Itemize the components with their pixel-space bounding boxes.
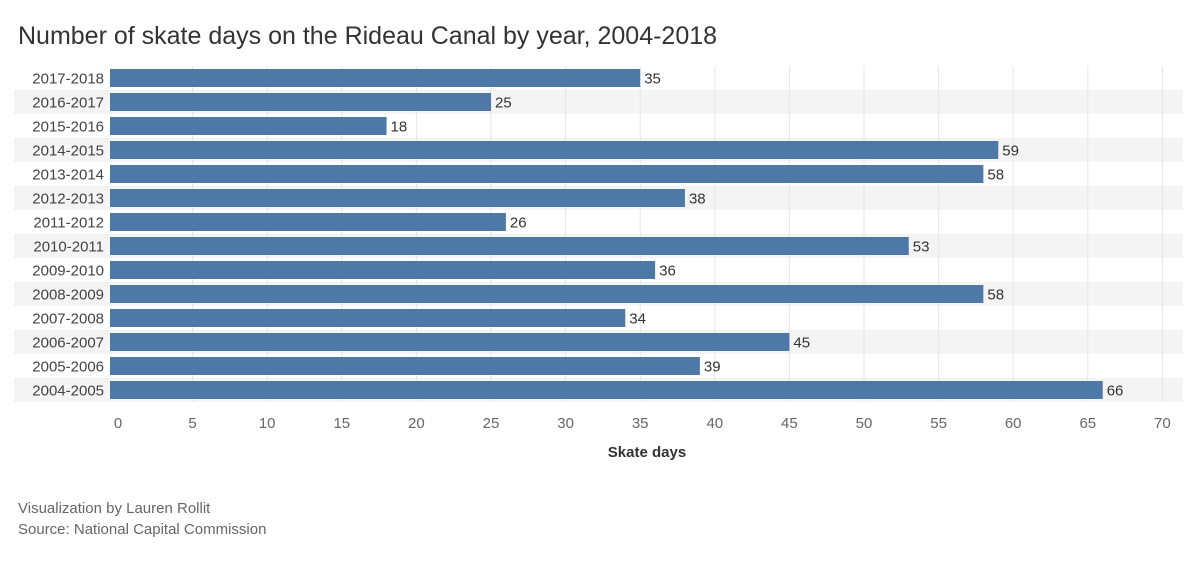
bar-value-label: 58 (987, 167, 1004, 184)
x-axis-ticks: 0 5 10 15 20 25 30 35 40 45 50 55 60 65 70 (114, 415, 1171, 432)
x-tick-label: 50 (856, 415, 873, 432)
bar-value-label: 36 (659, 263, 676, 280)
bar (110, 285, 984, 303)
category-label: 2017-2018 (32, 71, 104, 88)
bar-value-label: 26 (510, 215, 527, 232)
x-tick-label: 70 (1154, 415, 1171, 432)
x-tick-label: 30 (557, 415, 574, 432)
x-tick-label: 40 (706, 415, 723, 432)
bar (110, 237, 909, 255)
bar-value-label: 25 (495, 95, 512, 112)
bar (110, 381, 1103, 399)
bar-value-label: 39 (704, 359, 721, 376)
category-label: 2011-2012 (33, 215, 104, 232)
bar-value-label: 59 (1002, 143, 1019, 160)
source-text: Source: National Capital Commission (18, 521, 267, 538)
category-labels: 2017-2018 2016-2017 2015-2016 2014-2015 2013… (32, 71, 104, 400)
x-tick-label: 15 (333, 415, 350, 432)
bars (110, 69, 1103, 399)
category-label: 2008-2009 (32, 287, 104, 304)
bar (110, 141, 999, 159)
category-label: 2016-2017 (32, 95, 104, 112)
bar (110, 213, 506, 231)
x-tick-label: 25 (483, 415, 500, 432)
bar-value-label: 34 (629, 311, 646, 328)
bar-value-label: 18 (391, 119, 408, 136)
x-tick-label: 5 (188, 415, 196, 432)
x-tick-label: 65 (1079, 415, 1096, 432)
bar (110, 69, 641, 87)
category-label: 2012-2013 (32, 191, 104, 208)
bar (110, 189, 685, 207)
value-labels: 35 25 18 59 58 38 26 53 36 58 34 45 39 66 (391, 71, 1124, 400)
category-label: 2014-2015 (32, 143, 104, 160)
bar (110, 357, 700, 375)
bar (110, 333, 790, 351)
category-label: 2006-2007 (32, 335, 104, 352)
x-tick-label: 0 (114, 415, 122, 432)
x-axis-label: Skate days (608, 444, 686, 461)
bar-value-label: 53 (913, 239, 930, 256)
category-label: 2005-2006 (32, 359, 104, 376)
x-tick-label: 35 (632, 415, 649, 432)
bar-value-label: 45 (793, 335, 810, 352)
credit-text: Visualization by Lauren Rollit (18, 500, 211, 517)
category-label: 2004-2005 (32, 383, 104, 400)
x-tick-label: 60 (1005, 415, 1022, 432)
category-label: 2013-2014 (32, 167, 104, 184)
chart-title: Number of skate days on the Rideau Canal… (18, 22, 718, 50)
bar (110, 165, 984, 183)
category-label: 2015-2016 (32, 119, 104, 136)
bar (110, 93, 491, 111)
category-label: 2010-2011 (33, 239, 104, 256)
x-tick-label: 20 (408, 415, 425, 432)
bar (110, 117, 387, 135)
bar-value-label: 35 (644, 71, 661, 88)
x-tick-label: 10 (259, 415, 276, 432)
x-tick-label: 45 (781, 415, 798, 432)
bar (110, 309, 626, 327)
bar-value-label: 38 (689, 191, 706, 208)
x-tick-label: 55 (930, 415, 947, 432)
bar-value-label: 66 (1107, 383, 1124, 400)
category-label: 2009-2010 (32, 263, 104, 280)
category-label: 2007-2008 (32, 311, 104, 328)
bar-value-label: 58 (987, 287, 1004, 304)
bar (110, 261, 656, 279)
